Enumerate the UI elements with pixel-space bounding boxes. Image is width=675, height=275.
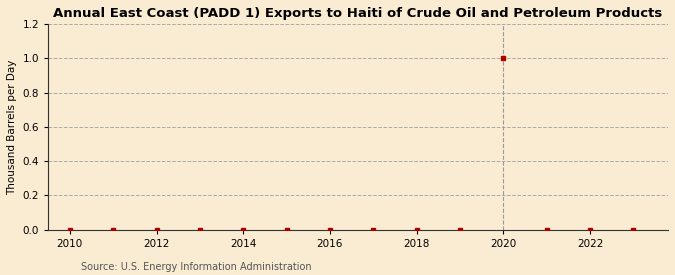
Text: Source: U.S. Energy Information Administration: Source: U.S. Energy Information Administ…	[81, 262, 312, 272]
Title: Annual East Coast (PADD 1) Exports to Haiti of Crude Oil and Petroleum Products: Annual East Coast (PADD 1) Exports to Ha…	[53, 7, 663, 20]
Y-axis label: Thousand Barrels per Day: Thousand Barrels per Day	[7, 59, 17, 194]
